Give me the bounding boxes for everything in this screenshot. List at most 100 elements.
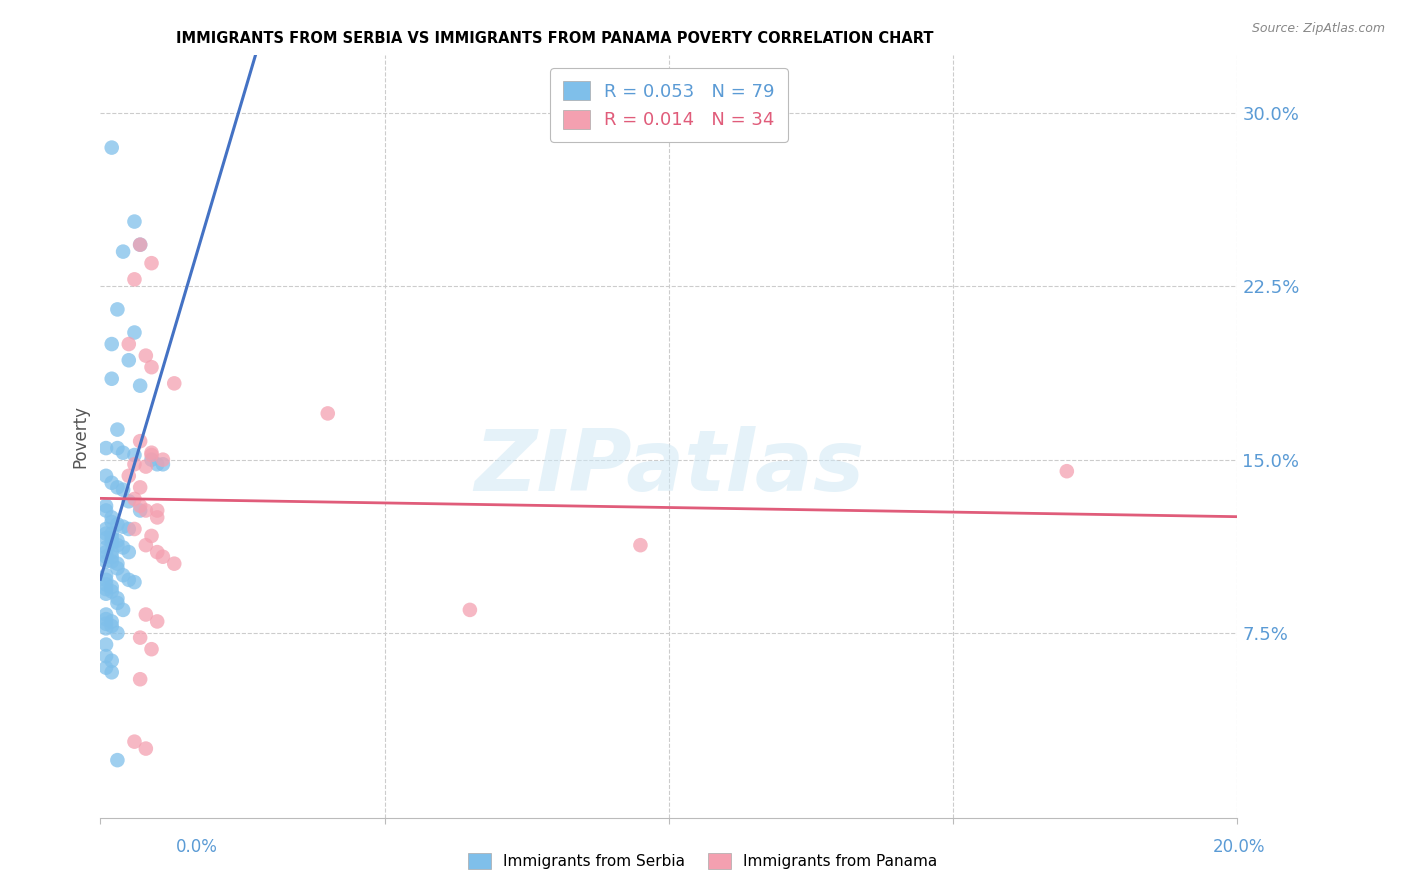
- Point: [146, 545, 169, 559]
- Point: [124, 214, 146, 228]
- Point: [146, 510, 169, 524]
- Point: [141, 446, 163, 460]
- Point: [94, 638, 117, 652]
- Point: [107, 533, 129, 548]
- Point: [141, 642, 163, 657]
- Point: [100, 510, 122, 524]
- Point: [100, 475, 122, 490]
- Point: [107, 538, 129, 552]
- Point: [124, 734, 146, 748]
- Point: [100, 536, 122, 550]
- Point: [94, 503, 117, 517]
- Point: [100, 549, 122, 564]
- Point: [129, 503, 152, 517]
- Point: [129, 237, 152, 252]
- Point: [118, 353, 141, 368]
- Point: [107, 561, 129, 575]
- Point: [135, 607, 157, 622]
- Point: [112, 519, 135, 533]
- Point: [112, 446, 135, 460]
- Point: [146, 457, 169, 471]
- Y-axis label: Poverty: Poverty: [72, 405, 89, 468]
- Point: [124, 491, 146, 506]
- Point: [135, 349, 157, 363]
- Point: [100, 619, 122, 633]
- Point: [94, 621, 117, 635]
- Point: [118, 337, 141, 351]
- Point: [107, 480, 129, 494]
- Point: [100, 531, 122, 545]
- Point: [135, 459, 157, 474]
- Point: [152, 549, 174, 564]
- Point: [100, 372, 122, 386]
- Point: [100, 654, 122, 668]
- Point: [129, 434, 152, 449]
- Point: [100, 615, 122, 629]
- Point: [94, 549, 117, 564]
- Point: [141, 360, 163, 375]
- Point: [94, 541, 117, 555]
- Point: [107, 753, 129, 767]
- Point: [124, 457, 146, 471]
- Point: [129, 480, 152, 494]
- Point: [107, 596, 129, 610]
- Point: [107, 557, 129, 571]
- Point: [141, 448, 163, 462]
- Point: [107, 591, 129, 606]
- Point: [100, 337, 122, 351]
- Point: [100, 584, 122, 599]
- Point: [94, 649, 117, 664]
- Point: [107, 302, 129, 317]
- Point: [124, 522, 146, 536]
- Point: [112, 603, 135, 617]
- Point: [118, 468, 141, 483]
- Point: [458, 603, 481, 617]
- Text: 20.0%: 20.0%: [1213, 838, 1265, 855]
- Point: [94, 607, 117, 622]
- Point: [135, 503, 157, 517]
- Point: [100, 665, 122, 680]
- Point: [94, 612, 117, 626]
- Point: [141, 529, 163, 543]
- Point: [118, 573, 141, 587]
- Point: [112, 541, 135, 555]
- Point: [94, 522, 117, 536]
- Point: [118, 522, 141, 536]
- Point: [135, 741, 157, 756]
- Point: [129, 631, 152, 645]
- Point: [94, 468, 117, 483]
- Point: [124, 272, 146, 286]
- Point: [124, 326, 146, 340]
- Point: [630, 538, 652, 552]
- Point: [100, 140, 122, 154]
- Point: [135, 538, 157, 552]
- Point: [112, 568, 135, 582]
- Text: ZIPatlas: ZIPatlas: [474, 425, 865, 508]
- Point: [94, 441, 117, 455]
- Point: [141, 256, 163, 270]
- Point: [107, 441, 129, 455]
- Point: [94, 616, 117, 631]
- Point: [94, 582, 117, 596]
- Point: [152, 452, 174, 467]
- Point: [129, 672, 152, 686]
- Point: [100, 580, 122, 594]
- Point: [94, 545, 117, 559]
- Point: [129, 499, 152, 513]
- Point: [112, 244, 135, 259]
- Point: [124, 448, 146, 462]
- Point: [107, 626, 129, 640]
- Point: [152, 457, 174, 471]
- Point: [146, 615, 169, 629]
- Point: [112, 483, 135, 497]
- Text: Source: ZipAtlas.com: Source: ZipAtlas.com: [1251, 22, 1385, 36]
- Point: [163, 376, 186, 391]
- Point: [118, 545, 141, 559]
- Text: 0.0%: 0.0%: [176, 838, 218, 855]
- Point: [94, 573, 117, 587]
- Point: [94, 499, 117, 513]
- Point: [94, 568, 117, 582]
- Point: [100, 554, 122, 568]
- Point: [129, 237, 152, 252]
- Point: [100, 526, 122, 541]
